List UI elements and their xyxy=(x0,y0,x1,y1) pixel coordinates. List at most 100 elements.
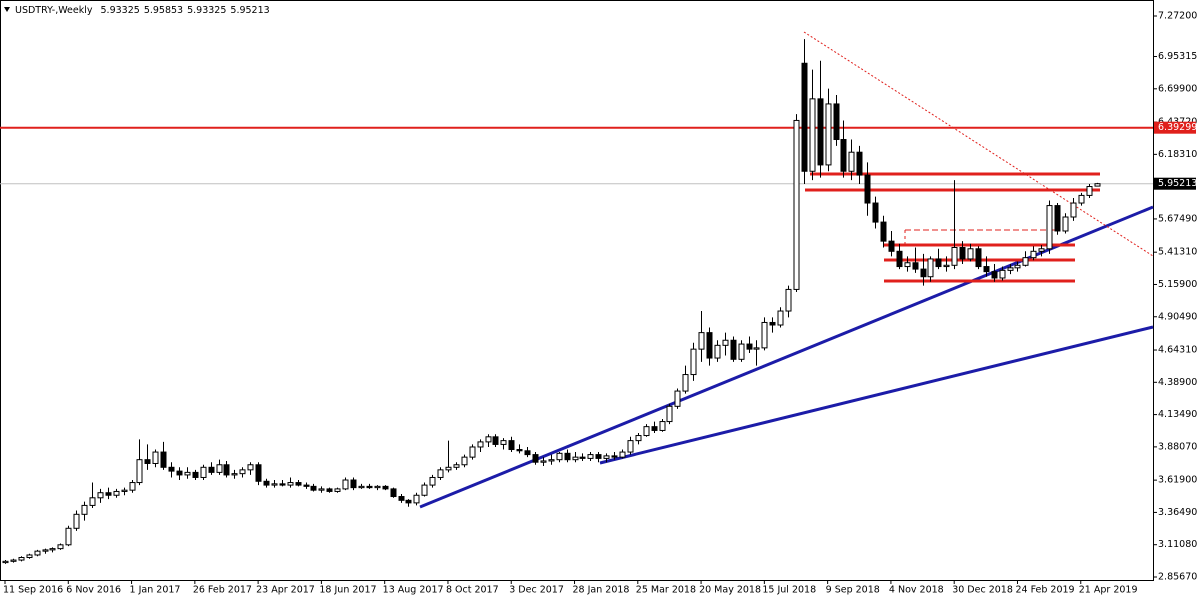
y-tick-label: 7.27200 xyxy=(1158,11,1197,22)
candle-body xyxy=(136,459,143,484)
candle-body xyxy=(635,435,642,442)
x-tick-label: 24 Feb 2019 xyxy=(1015,585,1074,596)
x-tick-label: 8 Oct 2017 xyxy=(446,585,499,596)
candle-body xyxy=(864,174,871,204)
candle-body xyxy=(342,479,349,490)
x-tick-label: 21 Apr 2019 xyxy=(1079,585,1138,596)
candle-body xyxy=(121,489,128,492)
low-value: 5.93325 xyxy=(187,5,226,16)
y-tick-label: 3.11080 xyxy=(1158,539,1197,550)
symbol-title: USDTRY-,Weekly xyxy=(15,5,93,16)
y-tick-label: 4.64310 xyxy=(1158,345,1197,356)
candle-body xyxy=(105,492,112,496)
candle-body xyxy=(271,483,278,486)
candle-body xyxy=(991,271,998,279)
candle-body xyxy=(350,479,357,489)
candle-body xyxy=(611,455,618,458)
candle-body xyxy=(833,103,840,141)
candle-body xyxy=(888,240,895,252)
candle-body xyxy=(651,426,658,431)
candle-body xyxy=(730,339,737,360)
candle-body xyxy=(548,459,555,462)
candle-body xyxy=(500,440,507,445)
candle-body xyxy=(97,492,104,499)
x-tick-label: 30 Dec 2018 xyxy=(952,585,1013,596)
candle-body xyxy=(492,436,499,445)
candle-body xyxy=(334,488,341,492)
candle-body xyxy=(1070,202,1077,218)
candle-body xyxy=(603,455,610,459)
candle-body xyxy=(920,268,927,278)
candle-body xyxy=(674,390,681,407)
x-tick-label: 1 Jan 2017 xyxy=(130,585,181,596)
candle-body xyxy=(57,544,64,550)
menu-icon xyxy=(4,7,10,12)
candle-body xyxy=(532,454,539,463)
x-tick-label: 13 Aug 2017 xyxy=(383,585,444,596)
open-value: 5.93325 xyxy=(101,5,140,16)
candle-body xyxy=(659,421,666,431)
candle-body xyxy=(295,482,302,486)
candle-body xyxy=(1030,250,1037,259)
candle-body xyxy=(287,482,294,486)
candle-body xyxy=(366,485,373,489)
candle-body xyxy=(1046,205,1053,250)
candle-body xyxy=(374,485,381,489)
candle-body xyxy=(49,548,56,551)
candle-body xyxy=(746,343,753,350)
y-tick-label: 5.41310 xyxy=(1158,247,1197,258)
candle-body xyxy=(42,549,49,552)
candle-body xyxy=(390,488,397,498)
candle-body xyxy=(200,466,207,478)
y-tick-label: 4.38900 xyxy=(1158,377,1197,388)
candle-body xyxy=(398,496,405,501)
candle-body xyxy=(753,347,760,350)
x-tick-label: 11 Sep 2016 xyxy=(3,585,63,596)
candle-body xyxy=(516,449,523,452)
high-value: 5.95853 xyxy=(144,5,183,16)
candle-body xyxy=(959,247,966,260)
candle-body xyxy=(18,557,25,561)
dotted-trend-line xyxy=(803,31,1154,257)
x-tick-label: 4 Nov 2018 xyxy=(889,585,944,596)
candle-body xyxy=(2,560,9,564)
candle-body xyxy=(255,464,262,482)
candle-body xyxy=(168,466,175,472)
candle-body xyxy=(856,151,863,176)
candle-body xyxy=(1014,264,1021,269)
y-tick-label: 3.88070 xyxy=(1158,441,1197,452)
candle-body xyxy=(698,332,705,350)
candle-body xyxy=(216,464,223,473)
candle-body xyxy=(975,248,982,268)
candle-body xyxy=(714,344,721,359)
candle-body xyxy=(26,554,33,559)
candle-body xyxy=(801,62,808,172)
candle-body xyxy=(421,484,428,496)
candle-body xyxy=(682,374,689,392)
y-tick-label: 3.61900 xyxy=(1158,475,1197,486)
y-tick-label: 6.95315 xyxy=(1158,51,1197,62)
candle-body xyxy=(619,451,626,458)
candle-body xyxy=(872,202,879,223)
x-tick-label: 26 Feb 2017 xyxy=(193,585,252,596)
candle-body xyxy=(564,452,571,461)
candle-body xyxy=(524,450,531,456)
y-tick-label: 4.13490 xyxy=(1158,409,1197,420)
candle-body xyxy=(429,476,436,486)
candle-body xyxy=(951,247,958,266)
candle-body xyxy=(192,471,199,478)
candle-body xyxy=(777,310,784,326)
y-tick-label: 5.15900 xyxy=(1158,279,1197,290)
x-tick-label: 23 Apr 2017 xyxy=(256,585,315,596)
candle-body xyxy=(927,258,934,278)
candle-body xyxy=(722,339,729,346)
candle-body xyxy=(152,451,159,464)
candle-body xyxy=(556,452,563,461)
candle-body xyxy=(279,483,286,486)
candle-body xyxy=(223,464,230,476)
candle-body xyxy=(809,98,816,172)
candle-body xyxy=(231,473,238,476)
candle-body xyxy=(880,221,887,242)
candle-body xyxy=(65,527,72,546)
